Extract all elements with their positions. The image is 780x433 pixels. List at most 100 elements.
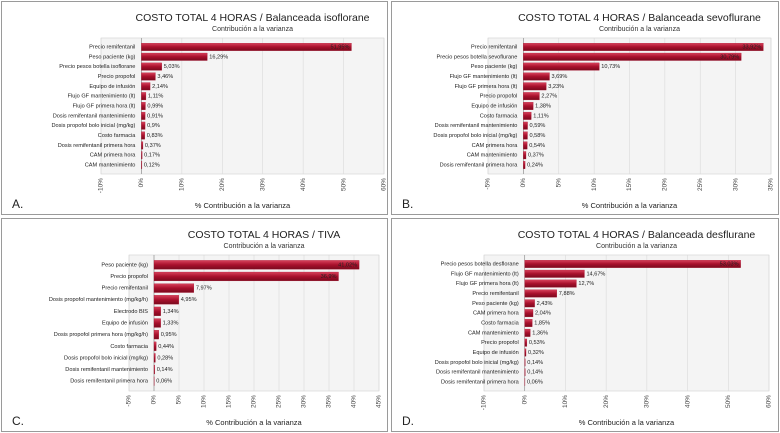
bar (524, 358, 526, 367)
value-label: 1,36% (532, 330, 548, 336)
bar (153, 341, 157, 351)
category-label: CAM primera hora (90, 153, 137, 159)
value-label: 1,33% (163, 320, 179, 326)
value-label: 10,73% (601, 64, 620, 70)
x-tick-label: 35% (326, 395, 333, 408)
category-label: Precio propofol (98, 74, 136, 80)
category-label: Dosis remifentanil primera hora (70, 379, 149, 385)
value-label: 0,53% (529, 340, 545, 346)
x-tick-label: 20% (219, 178, 226, 191)
x-tick-label: 5% (555, 178, 562, 188)
chart-panel: COSTO TOTAL 4 HORAS / Balanceada sevoflu… (391, 1, 779, 215)
value-label: 0,06% (527, 380, 543, 386)
bar (141, 72, 156, 81)
value-label: 0,14% (527, 370, 543, 376)
category-label: Dosis propofol primera hora (mg/kg/h) (54, 332, 148, 338)
value-label: 12,7% (578, 281, 594, 287)
value-label: 0,12% (144, 163, 160, 169)
bar (524, 299, 535, 308)
bar (524, 348, 527, 357)
bar (523, 151, 527, 160)
category-label: Costo farmacia (110, 344, 149, 350)
bar (141, 82, 151, 91)
category-label: Equipo de infusión (102, 320, 148, 326)
category-label: Flujo GF mantenimiento (lt) (451, 271, 519, 277)
category-label: Peso paciente (kg) (472, 301, 519, 307)
panel-label: B. (402, 197, 413, 211)
bar (153, 260, 360, 270)
x-tick-label: 45% (376, 395, 383, 408)
bar (524, 319, 533, 327)
value-label: 0,44% (158, 344, 174, 350)
value-label: 0,91% (147, 113, 163, 119)
value-label: 51,95% (330, 44, 349, 50)
value-label: 2,43% (537, 301, 553, 307)
value-label: 0,24% (527, 163, 543, 169)
bar (141, 92, 147, 101)
category-label: Precio pesos botella isoflorane (59, 64, 135, 70)
x-tick-label: 15% (226, 395, 233, 408)
category-label: Precio pesos botella sevoflurane (437, 54, 518, 60)
category-label: Electrodo BIS (114, 309, 148, 315)
bar (523, 62, 600, 71)
x-tick-label: 30% (732, 178, 739, 191)
value-label: 4,95% (181, 297, 197, 303)
category-label: Dosis remifentanil primera hora (58, 143, 137, 149)
x-tick-label: 50% (340, 178, 347, 191)
value-label: 0,37% (528, 153, 544, 159)
category-label: Peso paciente (kg) (89, 54, 136, 60)
category-label: Dosis remifentanil mantenimiento (53, 113, 136, 119)
category-label: Dosis remifentanil mantenimiento (65, 367, 148, 373)
x-tick-label: 10% (179, 178, 186, 191)
x-tick-label: 25% (276, 395, 283, 408)
value-label: 1,34% (163, 309, 179, 315)
bar (141, 102, 146, 110)
bar (524, 260, 741, 268)
category-label: Flujo GF primera hora (lt) (456, 281, 519, 287)
bar (141, 43, 352, 51)
value-label: 36,9% (321, 274, 337, 280)
category-label: Peso paciente (kg) (471, 64, 518, 70)
x-axis-title: % Contribución a la varianza (195, 201, 291, 210)
plot-area (100, 37, 385, 175)
x-tick-label: 5% (176, 395, 183, 405)
chart-subtitle: Contribución a la varianza (224, 243, 305, 250)
category-label: Costo farmacia (480, 113, 519, 119)
value-label: 7,88% (559, 291, 575, 297)
category-label: Dosis propofol bolo inicial (mg/kg) (64, 355, 148, 361)
bar (523, 111, 532, 120)
x-tick-label: 10% (201, 395, 208, 408)
category-label: Flujo GF primera hora (lt) (455, 84, 518, 90)
bar (141, 111, 146, 120)
category-label: Flujo GF mantenimiento (lt) (68, 94, 136, 100)
category-label: Costo farmacia (481, 320, 520, 326)
category-label: Dosis remifentanil primera hora (441, 380, 520, 386)
x-tick-label: -10% (98, 178, 105, 193)
bar (153, 271, 339, 282)
value-label: 14,67% (586, 271, 605, 277)
bar (523, 131, 528, 140)
value-label: 0,32% (528, 350, 544, 356)
category-label: Precio remifentanil (471, 44, 517, 50)
value-label: 0,59% (530, 123, 546, 129)
category-label: CAM mantenimiento (467, 153, 518, 159)
bar (153, 330, 159, 340)
value-label: 16,29% (209, 54, 228, 60)
category-label: CAM mantenimiento (85, 163, 136, 169)
category-label: CAM mantenimiento (468, 330, 519, 336)
value-label: 0,54% (529, 143, 545, 149)
category-label: Equipo de infusión (471, 103, 517, 109)
value-label: 0,17% (144, 153, 160, 159)
bar (524, 368, 526, 377)
bar (141, 62, 162, 71)
chart-panel: COSTO TOTAL 4 HORAS / TIVA Contribución a… (1, 218, 388, 432)
category-label: Dosis remifentanil mantenimiento (435, 123, 518, 129)
panel-label: C. (12, 414, 24, 428)
value-label: 0,99% (147, 103, 163, 109)
x-tick-label: -5% (485, 178, 492, 190)
x-tick-label: 0% (138, 178, 145, 188)
x-tick-label: -10% (481, 395, 488, 410)
category-label: Dosis propofol bolo inicial (mg/kg) (435, 360, 519, 366)
category-label: Peso paciente (kg) (101, 262, 148, 268)
value-label: 3,46% (157, 74, 173, 80)
